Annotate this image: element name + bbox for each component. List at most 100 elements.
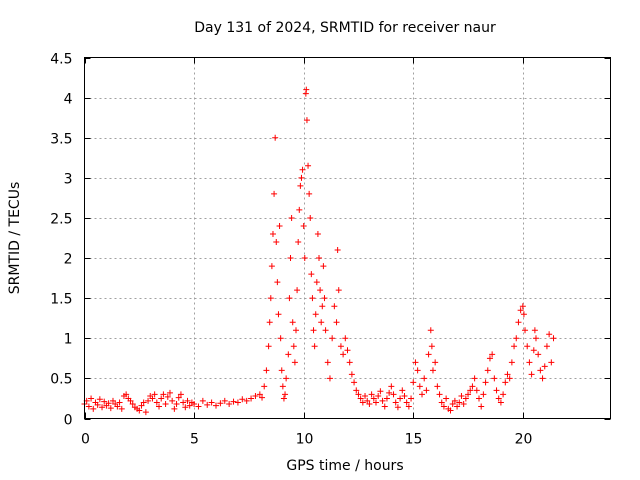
data-point	[290, 343, 297, 350]
data-point	[267, 295, 274, 302]
data-point	[287, 255, 294, 262]
data-point	[208, 399, 215, 406]
data-point	[506, 375, 513, 382]
data-point	[419, 391, 426, 398]
data-point	[322, 327, 329, 334]
data-point	[351, 379, 358, 386]
data-point	[279, 383, 286, 390]
data-point	[513, 335, 520, 342]
data-point	[381, 403, 388, 410]
data-point	[282, 391, 289, 398]
data-point	[288, 214, 295, 221]
data-point	[550, 335, 557, 342]
data-point	[526, 359, 533, 366]
data-point	[519, 303, 526, 310]
data-point	[504, 371, 511, 378]
data-point	[234, 399, 241, 406]
data-point	[390, 391, 397, 398]
data-point	[320, 263, 327, 270]
data-point	[280, 395, 287, 402]
data-point	[182, 404, 189, 411]
data-point	[331, 303, 338, 310]
data-point	[537, 367, 544, 374]
data-point	[364, 397, 371, 404]
data-point	[173, 401, 180, 408]
y-tick-label: 4	[64, 92, 73, 108]
data-point	[123, 391, 130, 398]
data-point	[370, 395, 377, 402]
data-point	[268, 263, 275, 270]
data-point	[495, 395, 502, 402]
data-point	[319, 303, 326, 310]
data-point	[359, 399, 366, 406]
x-tick-label: 0	[81, 432, 90, 448]
data-point	[500, 391, 507, 398]
data-point	[334, 247, 341, 254]
data-point	[96, 396, 103, 403]
data-point	[522, 327, 529, 334]
data-point	[346, 359, 353, 366]
data-point	[301, 255, 308, 262]
y-tick-label: 2	[64, 252, 73, 268]
data-point	[199, 397, 206, 404]
data-point	[434, 383, 441, 390]
data-point	[388, 383, 395, 390]
data-point	[333, 319, 340, 326]
data-point	[473, 387, 480, 394]
data-point	[277, 335, 284, 342]
data-point	[497, 399, 504, 406]
data-point	[272, 134, 279, 141]
data-point	[275, 311, 282, 318]
data-point	[308, 271, 315, 278]
data-point	[368, 391, 375, 398]
data-point	[266, 319, 273, 326]
data-point	[116, 399, 123, 406]
data-point	[166, 389, 173, 396]
data-point	[454, 403, 461, 410]
data-point	[142, 409, 149, 416]
data-point	[191, 401, 198, 408]
data-point	[416, 383, 423, 390]
data-point	[256, 391, 263, 398]
data-point	[486, 355, 493, 362]
y-axis-label: SRMTID / TECUs	[7, 182, 23, 295]
x-tick-label: 20	[515, 432, 533, 448]
data-point	[408, 395, 415, 402]
data-point	[269, 230, 276, 237]
x-tick-label: 5	[190, 432, 199, 448]
data-point	[357, 395, 364, 402]
data-point	[436, 391, 443, 398]
data-point	[318, 319, 325, 326]
data-point	[184, 397, 191, 404]
x-tick-label: 10	[296, 432, 314, 448]
data-point	[94, 401, 101, 408]
y-tick-label: 3	[64, 172, 73, 188]
data-point	[101, 398, 108, 405]
y-tick-label: 3.5	[50, 132, 72, 148]
data-point	[317, 287, 324, 294]
data-point	[217, 400, 224, 407]
data-point	[140, 399, 147, 406]
data-point	[276, 222, 283, 229]
data-point	[278, 367, 285, 374]
data-point	[311, 343, 318, 350]
data-point	[543, 343, 550, 350]
x-axis-label: GPS time / hours	[286, 458, 403, 474]
data-point	[484, 367, 491, 374]
data-point	[493, 387, 500, 394]
data-point	[491, 375, 498, 382]
data-point	[456, 399, 463, 406]
data-point	[213, 402, 219, 409]
data-point	[541, 363, 548, 370]
data-point	[467, 387, 474, 394]
data-point	[482, 379, 489, 386]
data-point	[85, 403, 92, 410]
data-point	[377, 388, 384, 395]
data-point	[410, 379, 417, 386]
data-point	[313, 279, 320, 286]
data-point	[372, 399, 379, 406]
data-point	[310, 327, 317, 334]
data-point	[355, 391, 362, 398]
